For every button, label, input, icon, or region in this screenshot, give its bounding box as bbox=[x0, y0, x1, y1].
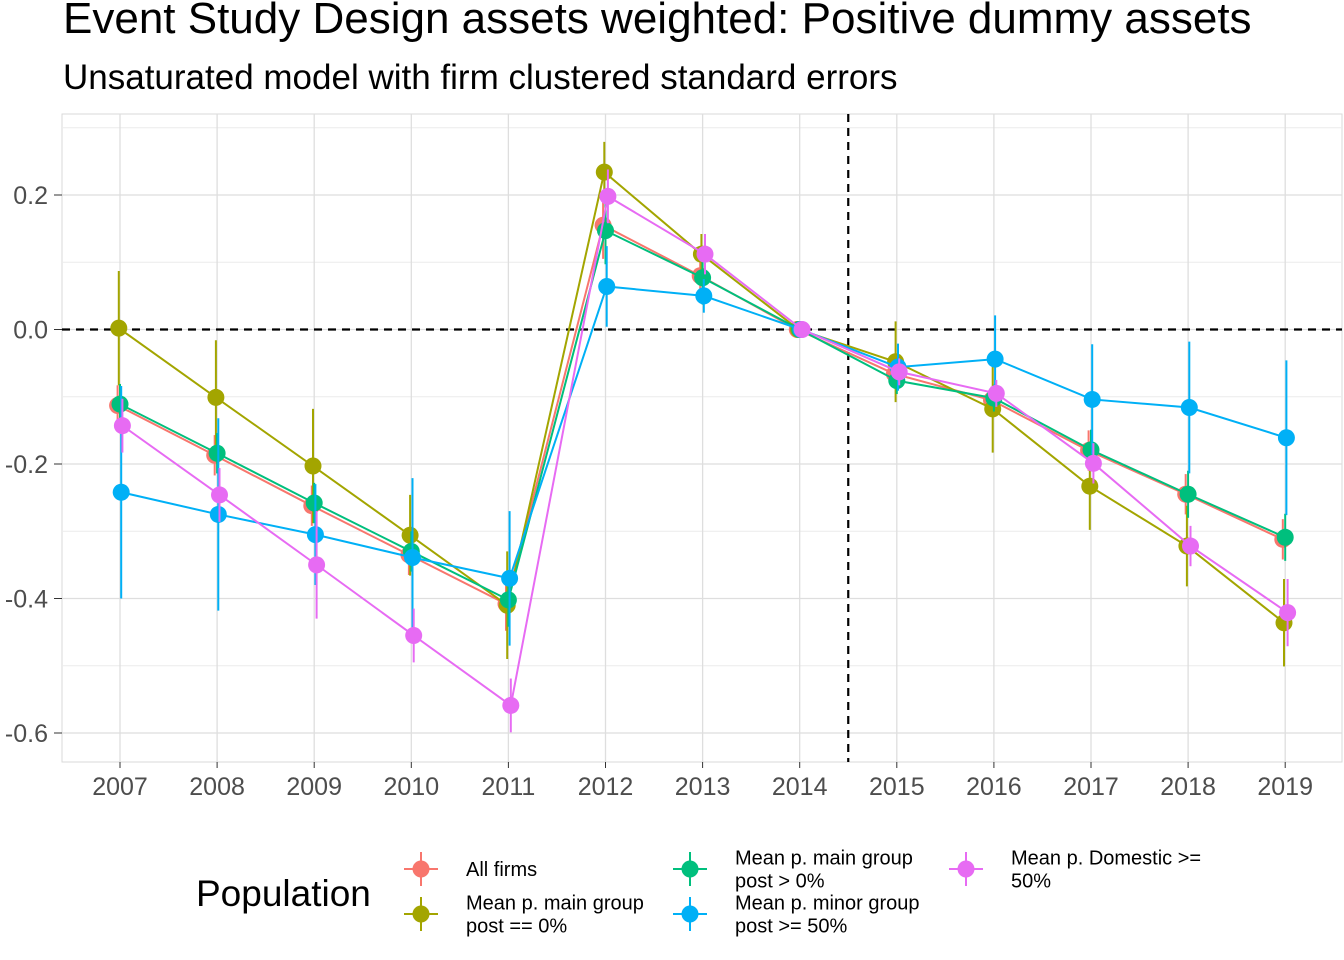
chart-subtitle: Unsaturated model with firm clustered st… bbox=[63, 58, 898, 97]
legend-item-2: Mean p. main group post > 0% bbox=[673, 848, 913, 893]
data-point bbox=[1179, 485, 1197, 503]
legend-item-4: Mean p. Domestic >= 50% bbox=[949, 848, 1201, 893]
data-point bbox=[502, 696, 520, 714]
x-tick-label: 2019 bbox=[1257, 773, 1313, 801]
x-tick-label: 2010 bbox=[383, 773, 439, 801]
legend-item-0: All firms bbox=[404, 852, 537, 886]
data-point bbox=[501, 569, 519, 587]
legend-label: Mean p. minor group post >= 50% bbox=[735, 893, 920, 938]
data-point bbox=[1082, 441, 1100, 459]
data-point bbox=[113, 417, 131, 435]
data-point bbox=[1083, 390, 1101, 408]
data-point bbox=[1084, 454, 1102, 472]
legend-key-point bbox=[957, 860, 975, 878]
data-point bbox=[405, 626, 423, 644]
data-point bbox=[208, 444, 226, 462]
x-tick-label: 2011 bbox=[482, 773, 536, 801]
legend-key-point bbox=[681, 905, 699, 923]
data-point bbox=[986, 350, 1004, 368]
data-point bbox=[209, 505, 227, 523]
y-tick-label: -0.4 bbox=[5, 586, 48, 614]
data-point bbox=[1279, 604, 1297, 622]
chart-title: Event Study Design assets weighted: Posi… bbox=[63, 0, 1252, 43]
data-point bbox=[1180, 399, 1198, 417]
data-point bbox=[987, 384, 1005, 402]
legend-label: All firms bbox=[466, 859, 537, 881]
data-point bbox=[211, 486, 228, 504]
x-tick-label: 2009 bbox=[286, 773, 342, 801]
data-point bbox=[599, 187, 617, 205]
data-point bbox=[401, 526, 419, 544]
series-layer bbox=[109, 141, 1297, 733]
data-point bbox=[207, 388, 225, 406]
data-point bbox=[1182, 537, 1199, 555]
x-tick-label: 2013 bbox=[675, 773, 731, 801]
reference-lines bbox=[62, 114, 1342, 762]
data-point bbox=[404, 548, 421, 566]
data-point bbox=[1276, 528, 1294, 546]
legend-title: Population bbox=[196, 873, 371, 914]
y-tick-label: 0.2 bbox=[13, 182, 48, 210]
data-point bbox=[306, 526, 324, 544]
legend-key-point bbox=[681, 860, 699, 878]
data-point bbox=[1277, 429, 1295, 447]
series-1 bbox=[110, 141, 1293, 667]
y-tick-label: 0.0 bbox=[13, 317, 48, 345]
y-tick-label: -0.2 bbox=[5, 451, 48, 479]
data-point bbox=[305, 494, 323, 512]
legend-key-point bbox=[412, 905, 430, 923]
data-point bbox=[110, 319, 128, 337]
data-point bbox=[304, 457, 322, 475]
series-line bbox=[120, 285, 1287, 580]
data-point bbox=[112, 483, 130, 501]
data-point bbox=[595, 163, 613, 181]
x-tick-label: 2018 bbox=[1160, 773, 1216, 801]
legend-item-1: Mean p. main group post == 0% bbox=[404, 893, 644, 938]
axis-layer: 0.2 0.0 -0.2 -0.4 -0.6 2007 2008 2009 2010 2011 20… bbox=[5, 182, 1313, 801]
x-tick-label: 2015 bbox=[869, 773, 925, 801]
data-point bbox=[793, 321, 811, 338]
legend-item-3: Mean p. minor group post >= 50% bbox=[673, 893, 920, 938]
data-point bbox=[308, 556, 326, 574]
data-point bbox=[696, 245, 714, 263]
legend-label: Mean p. Domestic >= 50% bbox=[1011, 848, 1201, 893]
x-tick-label: 2008 bbox=[189, 773, 245, 801]
data-point bbox=[111, 395, 129, 413]
y-tick-label: -0.6 bbox=[5, 720, 48, 748]
data-point bbox=[598, 277, 616, 295]
grid-lines bbox=[61, 113, 1343, 763]
legend-label: Mean p. main group post == 0% bbox=[466, 893, 644, 938]
legend: Population All firms Mean p. main group pos… bbox=[196, 848, 1201, 938]
x-tick-label: 2012 bbox=[578, 773, 634, 801]
data-point bbox=[694, 269, 712, 287]
x-tick-label: 2014 bbox=[772, 773, 828, 801]
legend-label: Mean p. main group post > 0% bbox=[735, 848, 913, 893]
data-point bbox=[695, 287, 713, 305]
data-point bbox=[499, 591, 517, 609]
series-4 bbox=[113, 169, 1297, 733]
x-tick-label: 2017 bbox=[1063, 773, 1119, 801]
x-tick-label: 2016 bbox=[966, 773, 1022, 801]
data-point bbox=[1081, 477, 1099, 495]
series-3 bbox=[112, 246, 1295, 646]
x-tick-label: 2007 bbox=[92, 773, 148, 801]
legend-key-point bbox=[412, 860, 430, 878]
data-point bbox=[890, 363, 908, 381]
